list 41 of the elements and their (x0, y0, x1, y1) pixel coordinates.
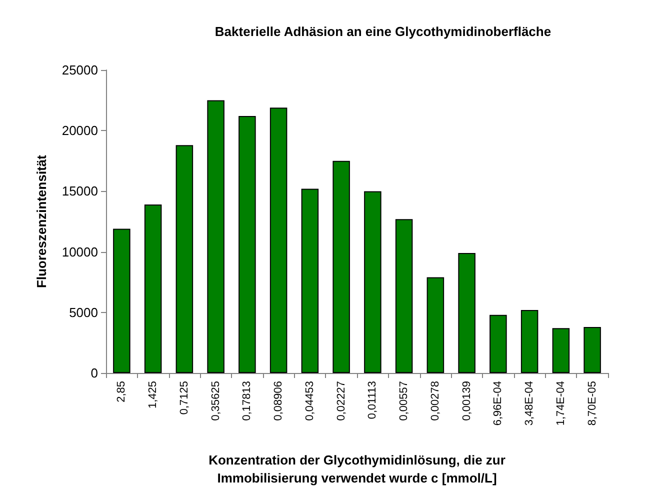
x-tick-label: 0,35625 (210, 381, 222, 421)
x-tick-label: 0,7125 (178, 381, 190, 415)
x-tick-label: 2,85 (116, 381, 128, 402)
x-tick-label: 0,04453 (304, 381, 316, 421)
bar (552, 328, 570, 373)
x-tick-label: 0,08906 (272, 381, 285, 421)
y-tick-label: 20000 (62, 123, 98, 138)
x-tick-label: 1,74E-04 (554, 381, 567, 426)
y-tick-label: 15000 (62, 184, 98, 199)
x-tick-label: 0,00278 (429, 381, 442, 421)
x-tick-label: 0,01113 (366, 381, 379, 420)
bar (364, 191, 382, 373)
bar (144, 204, 162, 373)
bar (490, 314, 507, 373)
bar (270, 108, 288, 373)
bar (176, 145, 194, 373)
y-tick-label: 5000 (69, 304, 98, 320)
bar (458, 253, 476, 373)
bar (332, 160, 350, 373)
y-tick-label: 0 (90, 366, 98, 380)
y-tick-label: 25000 (62, 62, 98, 78)
y-axis-title: Fluoreszenzintensität (34, 154, 49, 288)
bar (238, 116, 256, 373)
bar (395, 219, 413, 373)
bar (301, 188, 319, 373)
x-tick-label: 0,00139 (460, 381, 473, 421)
x-tick-label: 0,00557 (398, 381, 410, 421)
x-tick-label: 3,48E-04 (524, 381, 536, 426)
x-tick-label: 1,425 (147, 381, 160, 409)
x-tick-label: 0,17813 (241, 381, 254, 421)
chart-title: Bakterielle Adhäsion an eine Glycothymidinoberfläche (214, 24, 552, 39)
y-tick-label: 10000 (62, 244, 98, 260)
x-tick-label: 6,96E-04 (492, 381, 504, 426)
bar (520, 310, 538, 373)
bar (207, 100, 224, 373)
x-tick-label: 0,02227 (335, 381, 348, 421)
bar (584, 326, 601, 373)
bar (426, 277, 444, 373)
x-tick-label: 8,70E-05 (586, 381, 598, 426)
bar (113, 228, 130, 373)
x-axis-title: Konzentration der Glycothymidinlösung, die zur Immobilisierung verwendet wurde c [mmol/L] (208, 452, 506, 486)
